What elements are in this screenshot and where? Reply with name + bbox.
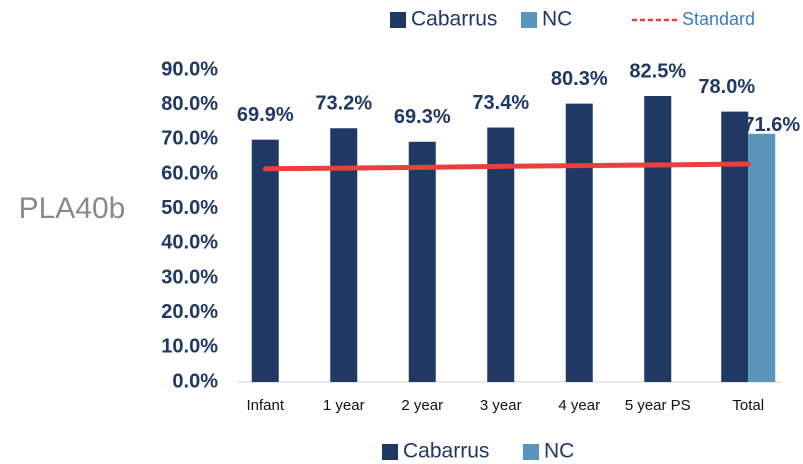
x-tick-label: 3 year: [480, 397, 522, 414]
legend-label: NC: [544, 440, 574, 463]
legend-swatch: [521, 12, 537, 28]
bar: [565, 103, 593, 383]
y-tick-label: 20.0%: [161, 301, 218, 323]
x-tick-label: Infant: [246, 397, 284, 414]
bar: [721, 111, 749, 382]
y-tick-label: 40.0%: [161, 232, 218, 254]
legend-label: NC: [542, 8, 572, 31]
legend-label: Cabarrus: [403, 440, 489, 463]
value-label: 82.5%: [629, 60, 686, 82]
bar: [748, 133, 776, 382]
x-tick-label: 1 year: [323, 397, 365, 414]
y-tick-label: 90.0%: [161, 58, 218, 80]
y-tick-label: 30.0%: [161, 266, 218, 288]
bar: [408, 141, 436, 382]
x-tick-label: Total: [732, 397, 764, 414]
legend-label: Cabarrus: [411, 8, 497, 31]
y-tick-label: 80.0%: [161, 93, 218, 115]
value-label: 73.4%: [472, 92, 529, 114]
y-tick-label: 0.0%: [172, 370, 218, 392]
y-tick-label: 70.0%: [161, 128, 218, 150]
bar: [487, 127, 515, 383]
x-tick-label: 2 year: [401, 397, 443, 414]
bar: [251, 139, 279, 382]
legend-swatch: [390, 12, 406, 28]
x-tick-label: 4 year: [558, 397, 600, 414]
value-label: 73.2%: [315, 93, 372, 115]
legend-label: Standard: [682, 9, 755, 29]
legend-swatch: [523, 444, 539, 460]
value-label: 69.3%: [394, 106, 451, 128]
value-label: 80.3%: [551, 68, 608, 90]
y-tick-label: 10.0%: [161, 336, 218, 358]
value-label: 71.6%: [743, 114, 800, 136]
standard-line: [262, 161, 751, 172]
bar: [644, 96, 672, 382]
x-tick-label: 5 year PS: [625, 397, 691, 414]
y-tick-label: 60.0%: [161, 162, 218, 184]
y-axis-label: PLA40b: [19, 192, 126, 225]
legend-swatch: [382, 444, 398, 460]
y-tick-label: 50.0%: [161, 197, 218, 219]
value-label: 69.9%: [237, 104, 294, 126]
value-label: 78.0%: [698, 76, 755, 98]
